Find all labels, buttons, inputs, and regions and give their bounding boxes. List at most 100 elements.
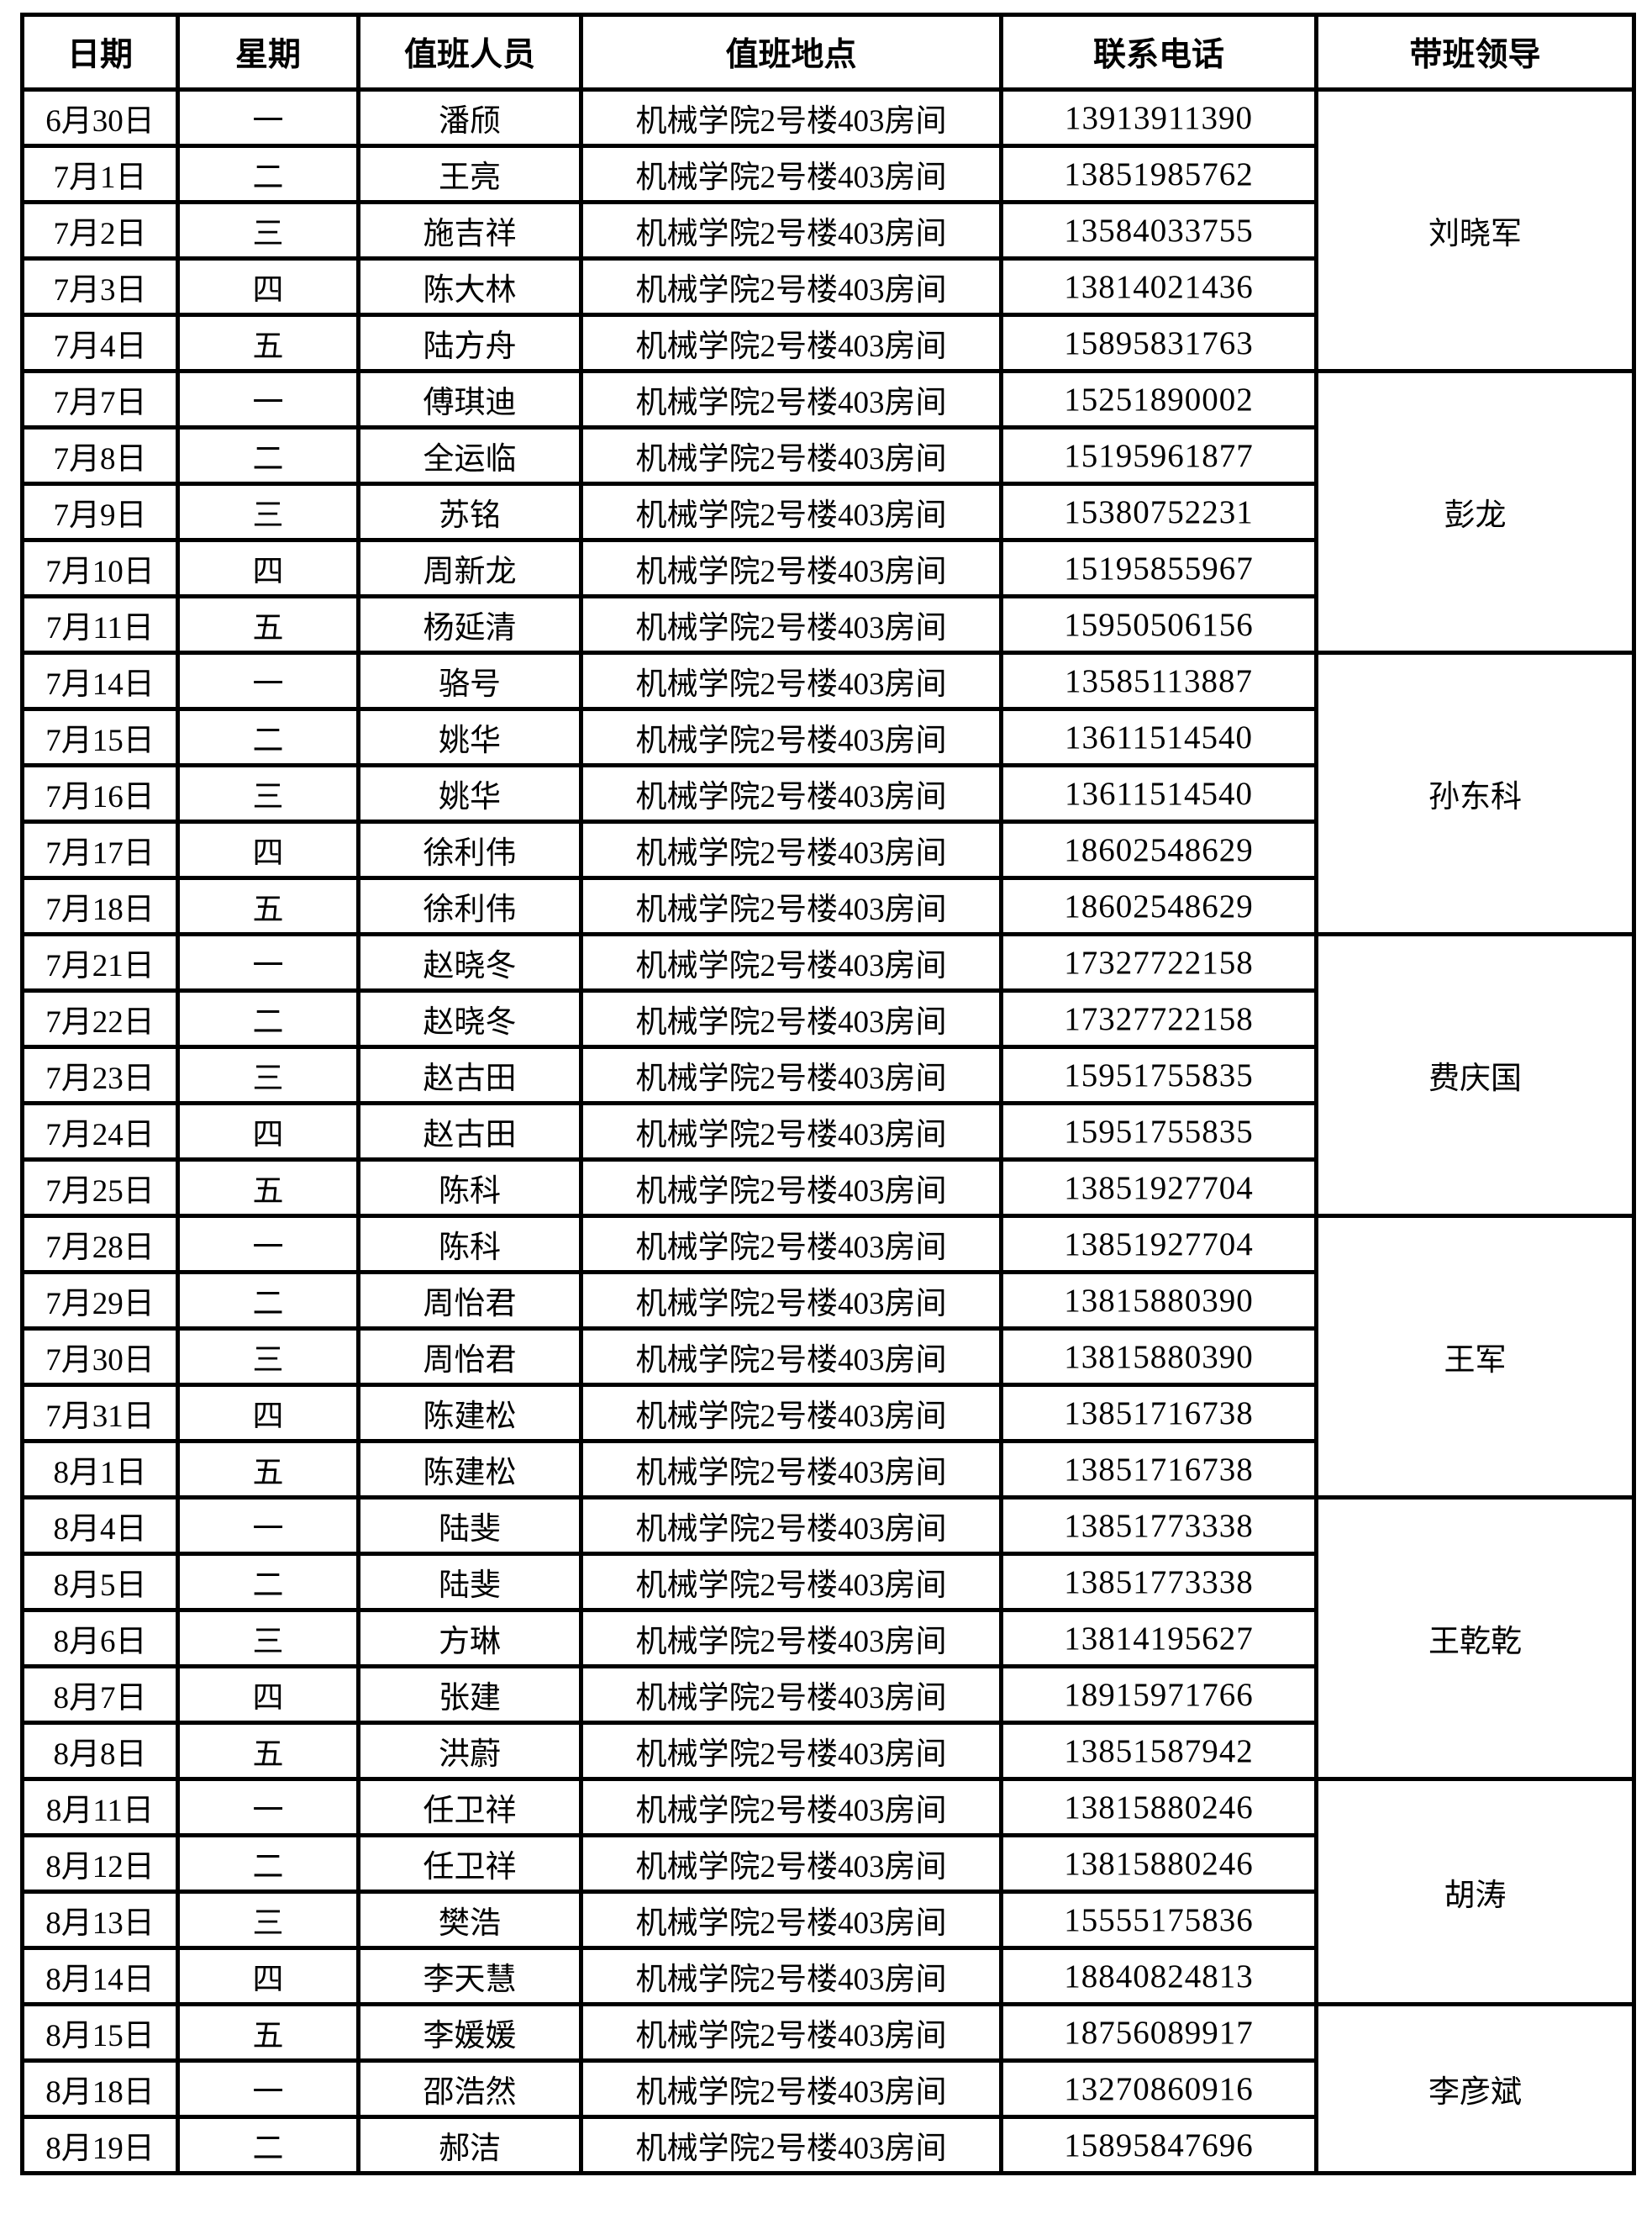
table-row: 7月23日三赵古田 机械学院2号楼403房间 15951755835 <box>20 1045 1634 1105</box>
phone-cell: 15895831763 <box>999 313 1318 373</box>
weekday-cell: 二 <box>176 144 360 204</box>
location-cell: 机械学院2号楼403房间 <box>579 2002 1003 2063</box>
person-cell: 李媛媛 <box>356 2002 583 2063</box>
table-row: 7月9日三苏铭 机械学院2号楼403房间 15380752231 <box>20 482 1634 542</box>
location-cell: 机械学院2号楼403房间 <box>579 651 1003 711</box>
weekday-cell: 五 <box>176 1157 360 1218</box>
phone-cell: 15951755835 <box>999 1045 1318 1105</box>
date-cell: 8月5日 <box>20 1552 180 1612</box>
location-cell: 机械学院2号楼403房间 <box>579 1270 1003 1331</box>
table-row: 8月12日二任卫祥 机械学院2号楼403房间 13815880246 <box>20 1833 1634 1894</box>
location-cell: 机械学院2号楼403房间 <box>579 1101 1003 1162</box>
phone-cell: 13913911390 <box>999 87 1318 148</box>
location-cell: 机械学院2号楼403房间 <box>579 876 1003 936</box>
location-cell: 机械学院2号楼403房间 <box>579 1495 1003 1556</box>
date-cell: 8月7日 <box>20 1664 180 1725</box>
date-cell: 7月31日 <box>20 1383 180 1443</box>
person-cell: 施吉祥 <box>356 200 583 261</box>
date-cell: 8月19日 <box>20 2115 180 2175</box>
person-cell: 苏铭 <box>356 482 583 542</box>
phone-cell: 13585113887 <box>999 651 1318 711</box>
person-cell: 任卫祥 <box>356 1833 583 1894</box>
phone-cell: 13815880390 <box>999 1270 1318 1331</box>
table-row: 8月11日一任卫祥 机械学院2号楼403房间 13815880246 胡涛 <box>20 1777 1636 2006</box>
table-row: 7月10日四周新龙 机械学院2号楼403房间 15195855967 <box>20 538 1634 598</box>
phone-cell: 15251890002 <box>999 369 1318 430</box>
person-cell: 陆方舟 <box>356 313 583 373</box>
phone-cell: 15895847696 <box>999 2115 1318 2175</box>
phone-cell: 17327722158 <box>999 932 1318 993</box>
table-row: 8月6日三方琳 机械学院2号楼403房间 13814195627 <box>20 1608 1634 1668</box>
table-row: 8月8日五洪蔚 机械学院2号楼403房间 13851587942 <box>20 1721 1634 1781</box>
weekday-cell: 二 <box>176 2115 360 2175</box>
location-cell: 机械学院2号楼403房间 <box>579 1439 1003 1500</box>
person-cell: 陈科 <box>356 1157 583 1218</box>
person-cell: 周怡君 <box>356 1326 583 1387</box>
date-cell: 8月12日 <box>20 1833 180 1894</box>
date-cell: 6月30日 <box>20 87 180 148</box>
person-cell: 骆号 <box>356 651 583 711</box>
person-cell: 邵浩然 <box>356 2058 583 2119</box>
phone-cell: 13814195627 <box>999 1608 1318 1668</box>
table-row: 7月29日二周怡君 机械学院2号楼403房间 13815880390 <box>20 1270 1634 1331</box>
person-cell: 赵古田 <box>356 1101 583 1162</box>
location-cell: 机械学院2号楼403房间 <box>579 87 1003 148</box>
phone-cell: 13851716738 <box>999 1439 1318 1500</box>
weekday-cell: 三 <box>176 1890 360 1950</box>
header-person: 值班人员 <box>356 13 583 92</box>
location-cell: 机械学院2号楼403房间 <box>579 200 1003 261</box>
table-row: 7月14日一骆号 机械学院2号楼403房间 13585113887 孙东科 <box>20 651 1636 936</box>
table-row: 7月3日四陈大林 机械学院2号楼403房间 13814021436 <box>20 256 1634 317</box>
person-cell: 杨延清 <box>356 594 583 655</box>
date-cell: 8月1日 <box>20 1439 180 1500</box>
person-cell: 陈建松 <box>356 1439 583 1500</box>
phone-cell: 15555175836 <box>999 1890 1318 1950</box>
person-cell: 姚华 <box>356 763 583 824</box>
weekday-cell: 三 <box>176 1045 360 1105</box>
duty-table-body: 6月30日一潘颀 机械学院2号楼403房间 13913911390 刘晓军 7月1日二王… <box>20 87 1636 2175</box>
person-cell: 陈大林 <box>356 256 583 317</box>
weekday-cell: 五 <box>176 1721 360 1781</box>
person-cell: 陈科 <box>356 1214 583 1274</box>
phone-cell: 13851927704 <box>999 1214 1318 1274</box>
leader-cell: 李彦斌 <box>1314 2002 1636 2175</box>
weekday-cell: 五 <box>176 2002 360 2063</box>
person-cell: 方琳 <box>356 1608 583 1668</box>
phone-cell: 13851587942 <box>999 1721 1318 1781</box>
date-cell: 8月11日 <box>20 1777 180 1837</box>
weekday-cell: 四 <box>176 820 360 880</box>
date-cell: 7月24日 <box>20 1101 180 1162</box>
phone-cell: 13611514540 <box>999 707 1318 767</box>
date-cell: 7月11日 <box>20 594 180 655</box>
person-cell: 樊浩 <box>356 1890 583 1950</box>
person-cell: 傅琪迪 <box>356 369 583 430</box>
person-cell: 赵晓冬 <box>356 932 583 993</box>
weekday-cell: 一 <box>176 369 360 430</box>
table-row: 6月30日一潘颀 机械学院2号楼403房间 13913911390 刘晓军 <box>20 87 1636 373</box>
weekday-cell: 三 <box>176 1608 360 1668</box>
location-cell: 机械学院2号楼403房间 <box>579 1833 1003 1894</box>
weekday-cell: 三 <box>176 763 360 824</box>
leader-cell: 刘晓军 <box>1314 87 1636 373</box>
duty-table: 日期 星期 值班人员 值班地点 联系电话 带班领导 6月30日一潘颀 机械学院2号… <box>20 13 1636 2175</box>
table-row: 7月25日五陈科 机械学院2号楼403房间 13851927704 <box>20 1157 1634 1218</box>
phone-cell: 18756089917 <box>999 2002 1318 2063</box>
phone-cell: 13584033755 <box>999 200 1318 261</box>
table-row: 8月18日一邵浩然 机械学院2号楼403房间 13270860916 <box>20 2058 1634 2119</box>
location-cell: 机械学院2号楼403房间 <box>579 369 1003 430</box>
date-cell: 8月15日 <box>20 2002 180 2063</box>
location-cell: 机械学院2号楼403房间 <box>579 1214 1003 1274</box>
person-cell: 姚华 <box>356 707 583 767</box>
date-cell: 7月21日 <box>20 932 180 993</box>
date-cell: 7月4日 <box>20 313 180 373</box>
leader-cell: 胡涛 <box>1314 1777 1636 2006</box>
location-cell: 机械学院2号楼403房间 <box>579 1383 1003 1443</box>
weekday-cell: 一 <box>176 1214 360 1274</box>
phone-cell: 17327722158 <box>999 988 1318 1049</box>
location-cell: 机械学院2号楼403房间 <box>579 1946 1003 2006</box>
table-row: 8月7日四张建 机械学院2号楼403房间 18915971766 <box>20 1664 1634 1725</box>
person-cell: 张建 <box>356 1664 583 1725</box>
person-cell: 李天慧 <box>356 1946 583 2006</box>
phone-cell: 15951755835 <box>999 1101 1318 1162</box>
person-cell: 潘颀 <box>356 87 583 148</box>
